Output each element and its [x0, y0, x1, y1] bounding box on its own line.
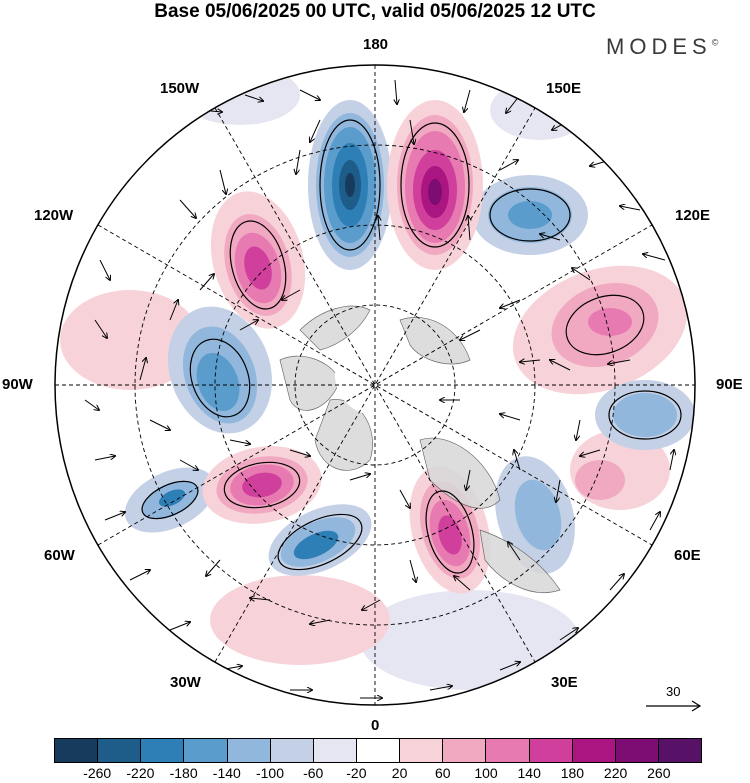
colorbar-ticks: -260 -220 -180 -140 -100 -60 -20 20 60 100 140 180 2… — [0, 765, 750, 783]
lon-label-60e: 60E — [674, 547, 701, 564]
lon-label-150w: 150W — [160, 80, 200, 97]
colorbar-swatch — [529, 739, 573, 762]
colorbar — [54, 738, 702, 763]
lon-label-30e: 30E — [551, 674, 578, 691]
colorbar-tick-label: 20 — [391, 765, 408, 781]
brand-mark: © — [711, 37, 719, 48]
colorbar-swatch — [227, 739, 271, 762]
colorbar-swatch — [141, 739, 185, 762]
colorbar-swatch — [572, 739, 616, 762]
lon-label-30w: 30W — [170, 674, 201, 691]
colorbar-swatch — [98, 739, 142, 762]
colorbar-tick-label: 220 — [603, 765, 628, 781]
map-title: Base 05/06/2025 00 UTC, valid 05/06/2025… — [154, 1, 596, 22]
colorbar-tick-label: 60 — [435, 765, 451, 781]
colorbar-tick-label: 100 — [474, 765, 498, 781]
lon-label-180: 180 — [363, 36, 389, 53]
graticule — [55, 65, 695, 705]
colorbar-swatch — [400, 739, 444, 762]
negative-anomaly-45e — [495, 456, 575, 574]
colorbar-tick-label: -260 — [83, 765, 112, 781]
colorbar-tick-label: -100 — [255, 765, 285, 781]
colorbar-swatch — [313, 739, 357, 762]
colorbar-swatch — [658, 739, 702, 762]
colorbar-swatch — [443, 739, 487, 762]
colorbar-swatch — [184, 739, 228, 762]
lon-label-90e: 90E — [716, 376, 743, 393]
contour-lines — [141, 119, 682, 574]
landmass — [279, 305, 561, 593]
negative-anomaly-30w — [268, 504, 372, 576]
colorbar-tick-label: -20 — [346, 765, 367, 781]
colorbar-tick-label: 180 — [560, 765, 585, 781]
colorbar-tick-label: -140 — [212, 765, 241, 781]
colorbar-tick-label: -220 — [126, 765, 155, 781]
negative-anomaly-120e — [472, 175, 588, 255]
lon-label-150e: 150E — [546, 80, 582, 97]
colorbar-swatch — [270, 739, 314, 762]
colorbar-tick-label: -180 — [169, 765, 198, 781]
negative-anomaly-100w — [168, 306, 272, 434]
colorbar-swatch — [615, 739, 659, 762]
colorbar-swatch — [486, 739, 530, 762]
positive-anomaly-100e — [551, 282, 659, 368]
brand-logo: MODES© — [606, 34, 718, 60]
wind-vectors — [84, 79, 674, 698]
colorbar-tick-label: 260 — [647, 765, 671, 781]
lon-label-0: 0 — [371, 717, 380, 734]
arrow-icon — [646, 700, 702, 712]
colorbar-tick-label: -60 — [303, 765, 324, 781]
colorbar-tick-label: 140 — [517, 765, 541, 781]
lon-label-120e: 120E — [675, 207, 711, 224]
colorbar-swatch — [356, 739, 401, 762]
brand-name: MODES — [606, 34, 712, 59]
vector-scale-label: 30 — [666, 684, 681, 699]
map-border — [54, 64, 696, 706]
colorbar-swatch — [55, 739, 99, 762]
lon-label-90w: 90W — [2, 376, 33, 393]
lon-label-60w: 60W — [44, 547, 75, 564]
lon-label-120w: 120W — [34, 207, 74, 224]
positive-anomaly-70w — [202, 446, 322, 524]
positive-anomaly-60e — [575, 460, 625, 500]
